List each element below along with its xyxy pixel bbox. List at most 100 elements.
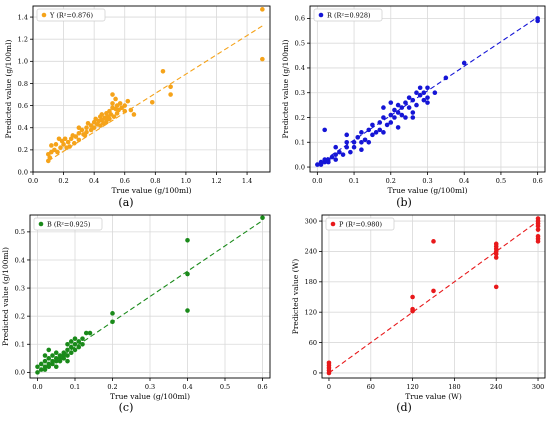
data-point xyxy=(326,159,331,165)
y-tick-label: 0.4 xyxy=(15,256,25,264)
y-tick-label: 0.6 xyxy=(295,15,305,23)
data-point xyxy=(432,90,438,96)
y-tick-label: 0.5 xyxy=(15,228,25,236)
data-point xyxy=(493,284,499,290)
data-point xyxy=(117,101,123,106)
data-point xyxy=(168,84,173,90)
data-point xyxy=(56,136,62,142)
data-point xyxy=(417,92,423,98)
data-point xyxy=(403,100,408,105)
data-point xyxy=(370,122,375,128)
legend: B (R²=0.925) xyxy=(33,217,103,231)
data-point xyxy=(410,294,415,300)
x-tick-label: 0.5 xyxy=(496,177,506,185)
data-point xyxy=(68,344,74,350)
data-point xyxy=(76,137,82,143)
legend: Y (R²=0.876) xyxy=(36,8,106,22)
fit-line xyxy=(47,25,263,162)
y-tick-label: 0.1 xyxy=(15,341,25,349)
data-point xyxy=(168,92,173,97)
data-point xyxy=(97,123,103,128)
data-point xyxy=(76,339,82,344)
fit-line xyxy=(328,220,539,374)
data-point xyxy=(80,341,85,347)
y-tick-label: 1.2 xyxy=(18,36,28,44)
x-tick-label: 240 xyxy=(490,383,502,391)
data-point xyxy=(110,101,115,106)
legend-marker xyxy=(318,12,324,18)
data-point xyxy=(122,103,128,108)
y-tick-label: 0.5 xyxy=(295,39,305,47)
data-point xyxy=(351,139,357,145)
x-tick-label: 0.0 xyxy=(28,177,38,185)
data-point xyxy=(403,115,408,120)
data-point xyxy=(333,144,339,150)
x-tick-label: 0.1 xyxy=(349,177,359,185)
data-point xyxy=(42,353,48,358)
data-point xyxy=(55,149,60,155)
data-point xyxy=(410,115,416,120)
data-point xyxy=(359,147,364,153)
data-point xyxy=(425,85,430,91)
x-tick-label: 0.0 xyxy=(32,383,42,391)
x-axis-title: True value (g/100ml) xyxy=(111,186,191,195)
data-point xyxy=(260,56,265,62)
data-point xyxy=(344,144,350,150)
data-point xyxy=(104,119,109,125)
x-tick-label: 0.2 xyxy=(58,177,68,185)
data-point xyxy=(410,97,416,103)
y-tick-label: 0.3 xyxy=(295,89,305,97)
data-point xyxy=(260,7,265,12)
data-point xyxy=(431,239,436,244)
data-point xyxy=(62,136,68,142)
x-tick-label: 1.0 xyxy=(181,177,191,185)
data-point xyxy=(318,159,324,165)
x-tick-label: 0.1 xyxy=(70,383,80,391)
data-point xyxy=(410,306,415,312)
data-point xyxy=(125,98,131,104)
data-point xyxy=(340,152,346,157)
x-tick-label: 0.0 xyxy=(312,177,322,185)
x-tick-label: 60 xyxy=(367,383,375,391)
data-point xyxy=(388,100,394,105)
axes-frame xyxy=(321,214,546,379)
x-tick-label: 1.4 xyxy=(242,177,252,185)
y-tick-label: 1.0 xyxy=(18,58,28,66)
data-point xyxy=(87,330,93,336)
data-point xyxy=(381,115,386,120)
data-point xyxy=(399,105,405,110)
data-point xyxy=(417,85,423,91)
data-point xyxy=(392,115,397,120)
legend-box xyxy=(313,8,383,22)
x-tick-label: 180 xyxy=(448,383,460,391)
data-point xyxy=(535,233,541,239)
x-axis-title: True value (g/100ml) xyxy=(387,186,467,195)
data-point xyxy=(399,112,405,118)
data-point xyxy=(381,130,386,135)
y-tick-label: 0.4 xyxy=(295,64,305,72)
data-point xyxy=(72,336,78,341)
data-point xyxy=(50,361,55,367)
x-tick-label: 0.6 xyxy=(257,383,267,391)
data-point xyxy=(395,125,401,130)
x-tick-label: 0.6 xyxy=(532,177,542,185)
data-point xyxy=(348,149,353,155)
panel-label: (b) xyxy=(396,196,412,209)
data-point xyxy=(366,127,372,133)
data-point xyxy=(410,110,416,115)
data-point xyxy=(493,255,499,260)
x-tick-label: 1.2 xyxy=(211,177,221,185)
data-point xyxy=(406,95,412,100)
data-point xyxy=(46,347,52,353)
data-point xyxy=(38,361,44,367)
legend-label: B (R²=0.925) xyxy=(47,221,91,229)
data-point xyxy=(107,116,112,122)
data-point xyxy=(65,358,70,364)
data-point xyxy=(322,157,327,162)
data-point xyxy=(42,358,48,364)
data-point xyxy=(131,112,137,117)
x-tick-label: 0.4 xyxy=(459,177,469,185)
x-tick-label: 0.4 xyxy=(182,383,192,391)
data-point xyxy=(46,356,52,361)
y-tick-label: 0.0 xyxy=(18,168,28,176)
